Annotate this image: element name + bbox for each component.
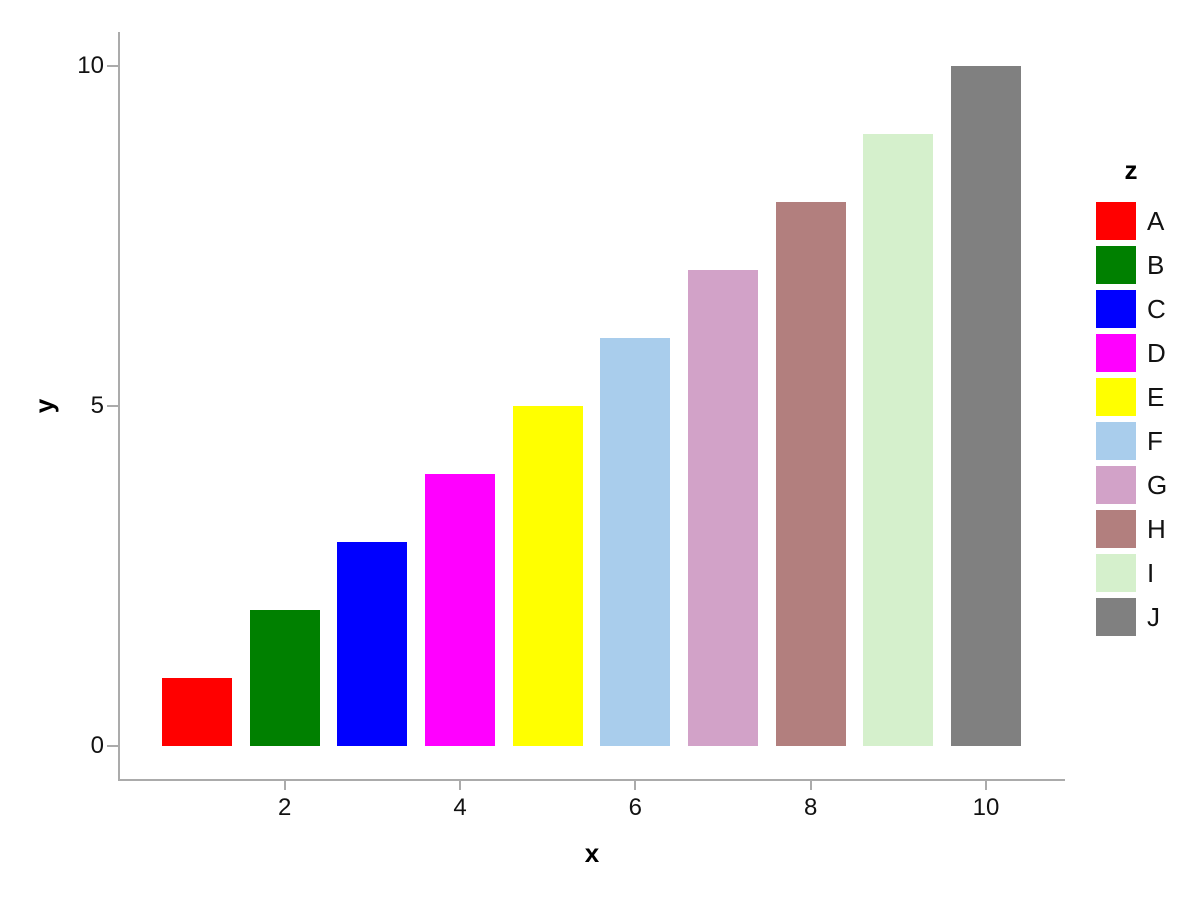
legend-swatch (1096, 334, 1136, 372)
y-tick-mark (107, 745, 119, 747)
legend-swatch (1096, 422, 1136, 460)
legend-label: B (1147, 249, 1165, 280)
y-tick-label: 5 (90, 392, 104, 419)
bar-b (249, 610, 320, 746)
legend-entry-g: G (1096, 466, 1186, 504)
legend-swatch (1096, 378, 1136, 416)
legend-entry-e: E (1096, 378, 1186, 416)
bar-g (688, 270, 759, 746)
x-tick-mark (283, 781, 286, 790)
y-tick-mark (107, 405, 119, 407)
bar-h (775, 202, 846, 746)
bar-a (162, 678, 232, 746)
legend-label: J (1147, 601, 1160, 632)
x-axis-spine (118, 779, 1065, 781)
x-tick-label: 10 (972, 794, 1000, 821)
legend-swatch (1096, 466, 1136, 504)
x-tick-label: 6 (628, 794, 643, 821)
x-tick-label: 8 (804, 794, 818, 821)
bar-i (863, 134, 934, 746)
legend-label: C (1147, 293, 1166, 324)
legend-swatch (1096, 554, 1136, 592)
y-tick-label: 0 (90, 732, 104, 759)
legend-swatch (1096, 290, 1136, 328)
bar-e (512, 406, 583, 746)
y-axis-label: y (29, 398, 59, 414)
bar-f (600, 338, 671, 746)
x-tick-label: 4 (453, 794, 467, 821)
y-axis-spine (118, 32, 120, 781)
legend-label: F (1147, 425, 1163, 456)
legend-entry-f: F (1096, 422, 1186, 460)
legend-entry-c: C (1096, 290, 1186, 328)
legend-title: z (1124, 155, 1138, 185)
legend-entry-a: A (1096, 202, 1186, 240)
legend-label: G (1147, 469, 1168, 500)
x-tick-mark (634, 781, 637, 790)
legend-swatch (1096, 598, 1136, 636)
x-tick-label: 2 (277, 794, 292, 821)
legend-entry-j: J (1096, 598, 1186, 636)
x-tick-mark (985, 781, 988, 790)
legend-entry-d: D (1096, 334, 1186, 372)
legend-entry-b: B (1096, 246, 1186, 284)
x-tick-mark (809, 781, 812, 790)
legend-label: I (1147, 557, 1155, 588)
bar-c (337, 542, 408, 746)
x-axis-label: x (584, 838, 600, 868)
legend-swatch (1096, 202, 1136, 240)
y-tick-label: 10 (77, 52, 104, 79)
legend-swatch (1096, 246, 1136, 284)
legend-label: H (1147, 513, 1166, 544)
bar-d (425, 474, 495, 746)
legend-label: E (1147, 381, 1165, 412)
legend-entry-h: H (1096, 510, 1186, 548)
bar-j (951, 66, 1022, 746)
x-tick-mark (459, 781, 461, 790)
y-tick-mark (107, 65, 119, 67)
legend-label: A (1147, 205, 1165, 236)
legend-entry-i: I (1096, 554, 1186, 592)
legend-swatch (1096, 510, 1136, 548)
legend-label: D (1147, 337, 1166, 368)
